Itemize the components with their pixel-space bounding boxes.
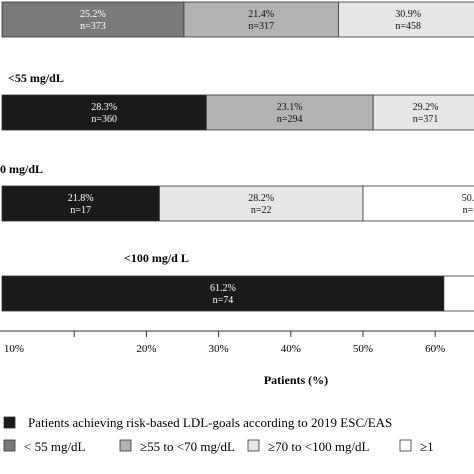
legend-label: ≥70 to <100 mg/dL [268,439,370,454]
legend: Patients achieving risk-based LDL-goals … [3,415,434,454]
segment-n-label: n=373 [80,21,106,32]
bar-segment [158,185,364,222]
segment-n-label: n=458 [395,21,421,32]
segment-percent-label: 21.4% [248,9,274,20]
x-axis-title: Patients (%) [264,373,328,387]
bar-segment [205,94,374,131]
segment-n-label: n=74 [213,295,234,306]
legend-label: < 55 mg/dL [24,439,86,454]
x-axis: 10%20%30%40%50%60%70% [0,330,474,355]
bars-layer: 25.2%n=373 21.4%n=317 30.9%n=458 <55 mg/dL 2… [0,1,474,312]
segment-n-label: n=360 [91,114,117,125]
x-tick-label: 20% [136,343,156,355]
segment-percent-label: 25.2% [80,9,106,20]
segment-n-label: n=22 [251,205,272,216]
bar-segment [362,185,474,222]
segment-percent-label: 28.3% [91,102,117,113]
segment-percent-label: 30.9% [395,9,421,20]
legend-label: ≥1 [420,439,434,454]
x-tick-label: 10% [4,343,24,355]
bar-segment [183,1,339,38]
segment-percent-label: 23.1% [277,102,303,113]
legend-swatch [3,439,16,452]
bar-segment [1,275,445,312]
segment-percent-label: 61.2% [210,283,236,294]
legend-label: ≥55 to <70 mg/dL [140,439,235,454]
group-label: <100 mg/d L [124,251,189,265]
group-label: <55 mg/dL [8,71,64,85]
bar-group: 25.2%n=373 21.4%n=317 30.9%n=458 [1,1,474,38]
bar-segment [338,1,474,38]
bar-segment [1,94,207,131]
legend-swatch [119,439,132,452]
bar-segment [1,1,185,38]
segment-percent-label: 28.2% [248,193,274,204]
legend-swatch [399,439,412,452]
segment-n-label: n=17 [70,205,91,216]
group-label: 0 mg/dL [0,162,43,176]
x-tick-label: 60% [425,343,445,355]
segment-n-label: n=371 [413,114,439,125]
bar-group: <100 mg/d L 61.2%n=74 [1,251,474,312]
bar-group: <55 mg/dL 28.3%n=360 23.1%n=294 29.2%n=371 [1,71,474,131]
segment-percent-label: 29.2% [413,102,439,113]
bar-group: 0 mg/dL 21.8%n=17 28.2%n=22 50.n= [0,162,474,222]
legend-swatch [3,416,16,429]
x-tick-label: 50% [353,343,373,355]
segment-n-label: n= [463,205,474,216]
bar-segment [443,275,474,312]
segment-percent-label: 21.8% [68,193,94,204]
segment-percent-label: 50. [462,193,474,204]
legend-swatch [247,439,260,452]
bar-segment [372,94,474,131]
segment-n-label: n=294 [277,114,303,125]
x-tick-label: 40% [281,343,301,355]
segment-n-label: n=317 [248,21,274,32]
x-tick-label: 30% [209,343,229,355]
legend-label: Patients achieving risk-based LDL-goals … [28,415,392,430]
